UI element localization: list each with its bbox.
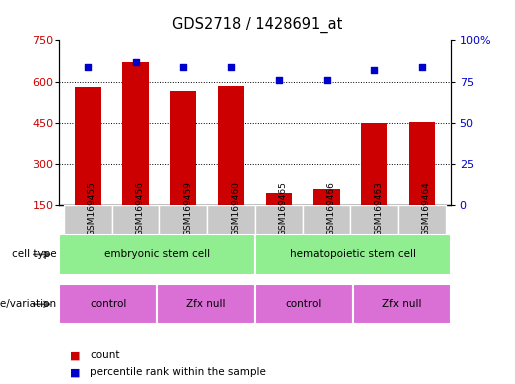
Bar — [59, 284, 157, 324]
Bar — [398, 205, 446, 273]
Bar — [112, 205, 160, 273]
Bar — [255, 205, 303, 273]
Bar — [255, 284, 353, 324]
Text: ■: ■ — [70, 367, 80, 377]
Text: GSM169456: GSM169456 — [135, 181, 145, 236]
Point — [227, 64, 235, 70]
Bar — [75, 87, 101, 247]
Bar — [353, 284, 451, 324]
Text: GSM169465: GSM169465 — [279, 181, 288, 236]
Bar — [255, 234, 451, 275]
Text: GSM169459: GSM169459 — [183, 181, 192, 236]
Text: count: count — [90, 350, 119, 360]
Point — [370, 67, 379, 73]
Text: percentile rank within the sample: percentile rank within the sample — [90, 367, 266, 377]
Point — [418, 64, 426, 70]
Text: GSM169460: GSM169460 — [231, 181, 240, 236]
Bar — [266, 193, 292, 247]
Point — [179, 64, 187, 70]
Bar — [207, 205, 255, 273]
Bar — [59, 234, 255, 275]
Text: hematopoietic stem cell: hematopoietic stem cell — [290, 249, 416, 260]
Bar — [218, 86, 244, 247]
Bar — [160, 205, 207, 273]
Bar — [350, 205, 398, 273]
Text: GSM169466: GSM169466 — [327, 181, 336, 236]
Text: embryonic stem cell: embryonic stem cell — [104, 249, 210, 260]
Bar — [303, 205, 350, 273]
Bar — [361, 123, 387, 247]
Point — [274, 77, 283, 83]
Bar — [409, 121, 435, 247]
Text: GSM169464: GSM169464 — [422, 181, 431, 236]
Bar — [64, 205, 112, 273]
Text: GDS2718 / 1428691_at: GDS2718 / 1428691_at — [173, 17, 342, 33]
Text: GSM169455: GSM169455 — [88, 181, 97, 236]
Text: Zfx null: Zfx null — [186, 299, 226, 310]
Text: ■: ■ — [70, 350, 80, 360]
Text: control: control — [90, 299, 126, 310]
Text: GSM169463: GSM169463 — [374, 181, 383, 236]
Bar — [314, 189, 340, 247]
Text: genotype/variation: genotype/variation — [0, 299, 57, 310]
Point — [84, 64, 92, 70]
Bar — [123, 62, 149, 247]
Point — [322, 77, 331, 83]
Text: Zfx null: Zfx null — [382, 299, 421, 310]
Point — [131, 59, 140, 65]
Bar — [157, 284, 255, 324]
Bar — [170, 91, 196, 247]
Text: cell type: cell type — [12, 249, 57, 260]
Text: control: control — [286, 299, 322, 310]
